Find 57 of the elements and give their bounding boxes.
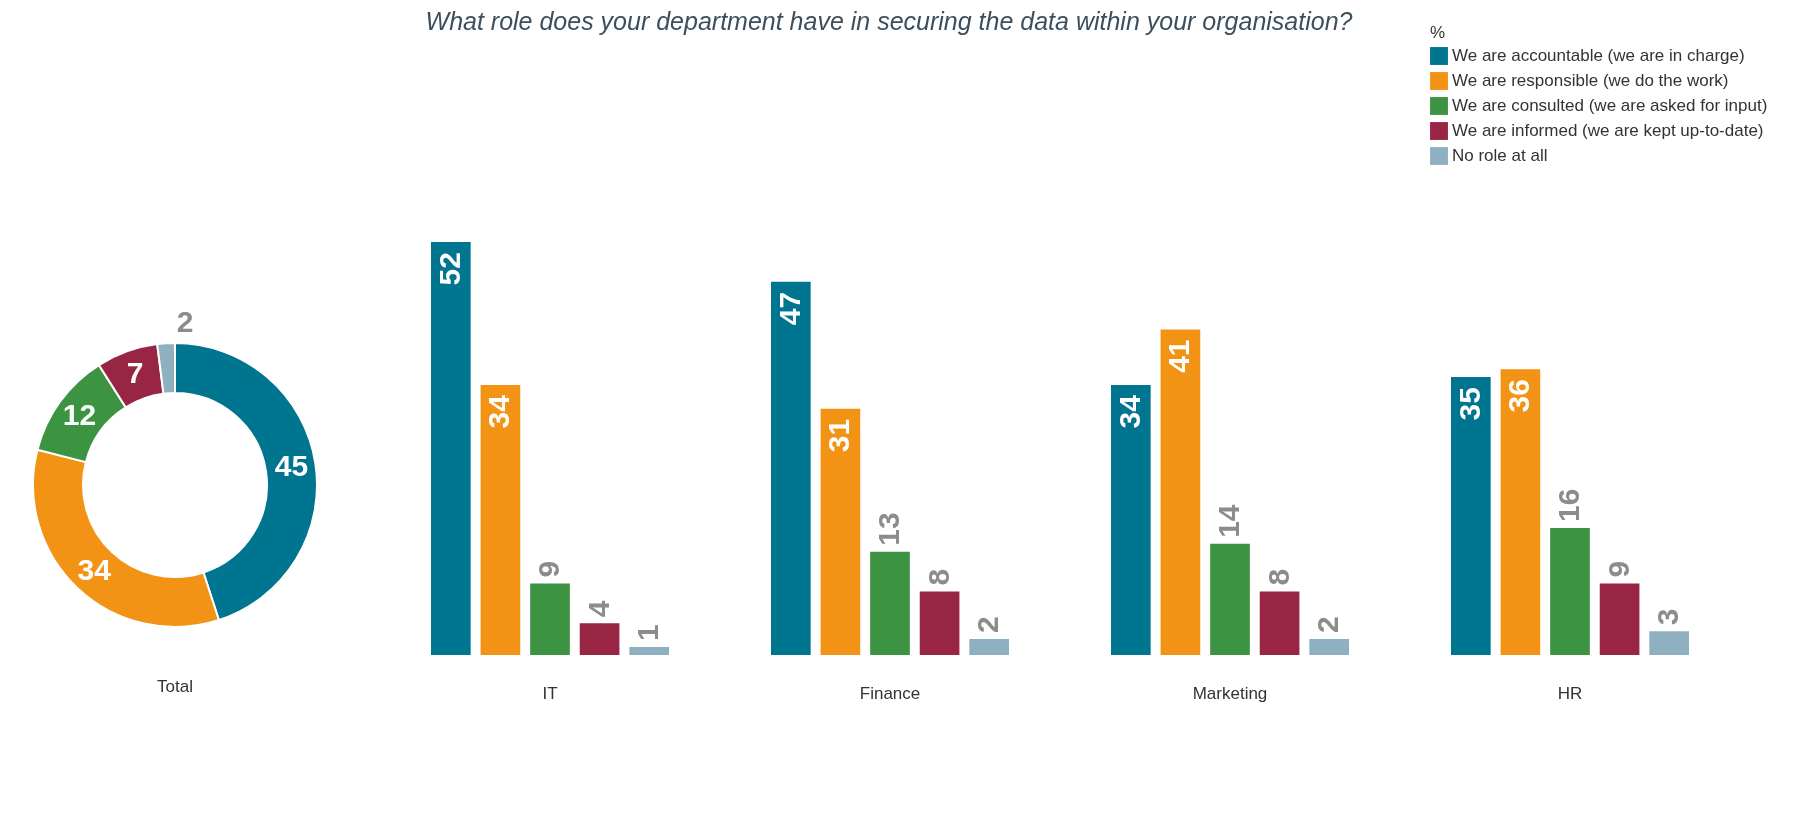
data-label: 34	[482, 394, 516, 429]
data-label: 3	[1651, 608, 1685, 626]
data-label: 2	[176, 305, 194, 339]
data-label: 52	[432, 252, 466, 286]
legend-label: We are accountable (we are in charge)	[1452, 46, 1745, 65]
data-label: 34	[1112, 394, 1146, 429]
data-label: 47	[772, 291, 806, 326]
data-label: 8	[921, 568, 955, 586]
data-label: 34	[77, 553, 112, 587]
bar	[1599, 583, 1640, 655]
data-label: 14	[1212, 504, 1245, 538]
data-label: 8	[1261, 568, 1295, 586]
data-label: 45	[274, 448, 309, 482]
data-label: 41	[1162, 339, 1196, 373]
bar	[870, 551, 910, 655]
x-tick-label: Marketing	[1192, 683, 1268, 703]
text: Total	[157, 677, 193, 696]
data-label: 2	[1311, 616, 1345, 634]
bar	[1210, 543, 1250, 655]
bar	[820, 408, 861, 655]
legend-label: We are responsible (we do the work)	[1452, 71, 1729, 90]
bar	[1550, 527, 1590, 655]
data-label: 2	[971, 616, 1005, 634]
data-label: 36	[1502, 379, 1536, 413]
legend-label: We are informed (we are kept up-to-date)	[1452, 121, 1764, 140]
bar	[629, 647, 669, 655]
data-label: 35	[1452, 387, 1486, 421]
bar	[1160, 329, 1201, 655]
data-label: 13	[872, 512, 905, 546]
bar	[579, 623, 620, 655]
data-label: 9	[1601, 560, 1635, 578]
bar	[1451, 377, 1491, 655]
bar	[530, 583, 570, 655]
data-label: 7	[126, 355, 144, 389]
bar	[919, 591, 960, 655]
bar	[771, 281, 811, 655]
bar	[1259, 591, 1300, 655]
bar	[1309, 639, 1349, 655]
bar	[431, 242, 471, 655]
data-label: 1	[631, 624, 665, 642]
bar	[1111, 385, 1151, 655]
bar	[1649, 631, 1689, 655]
data-label: 4	[581, 600, 615, 618]
data-label: 9	[532, 560, 565, 578]
x-tick-label: HR	[1557, 683, 1583, 703]
x-tick-label: IT	[542, 683, 558, 703]
chart-title: What role does your department have in securing the data within your organisation?	[425, 7, 1353, 35]
data-label: 31	[822, 418, 856, 453]
legend-label: We are consulted (we are asked for input)	[1452, 96, 1768, 115]
legend-title: %	[1430, 23, 1446, 42]
x-tick-label: Finance	[859, 683, 921, 703]
data-label: 16	[1552, 488, 1585, 522]
bar	[1500, 369, 1541, 655]
data-label: 12	[62, 397, 97, 431]
legend-label: No role at all	[1452, 146, 1548, 165]
bar	[480, 385, 521, 655]
bar	[969, 639, 1009, 655]
